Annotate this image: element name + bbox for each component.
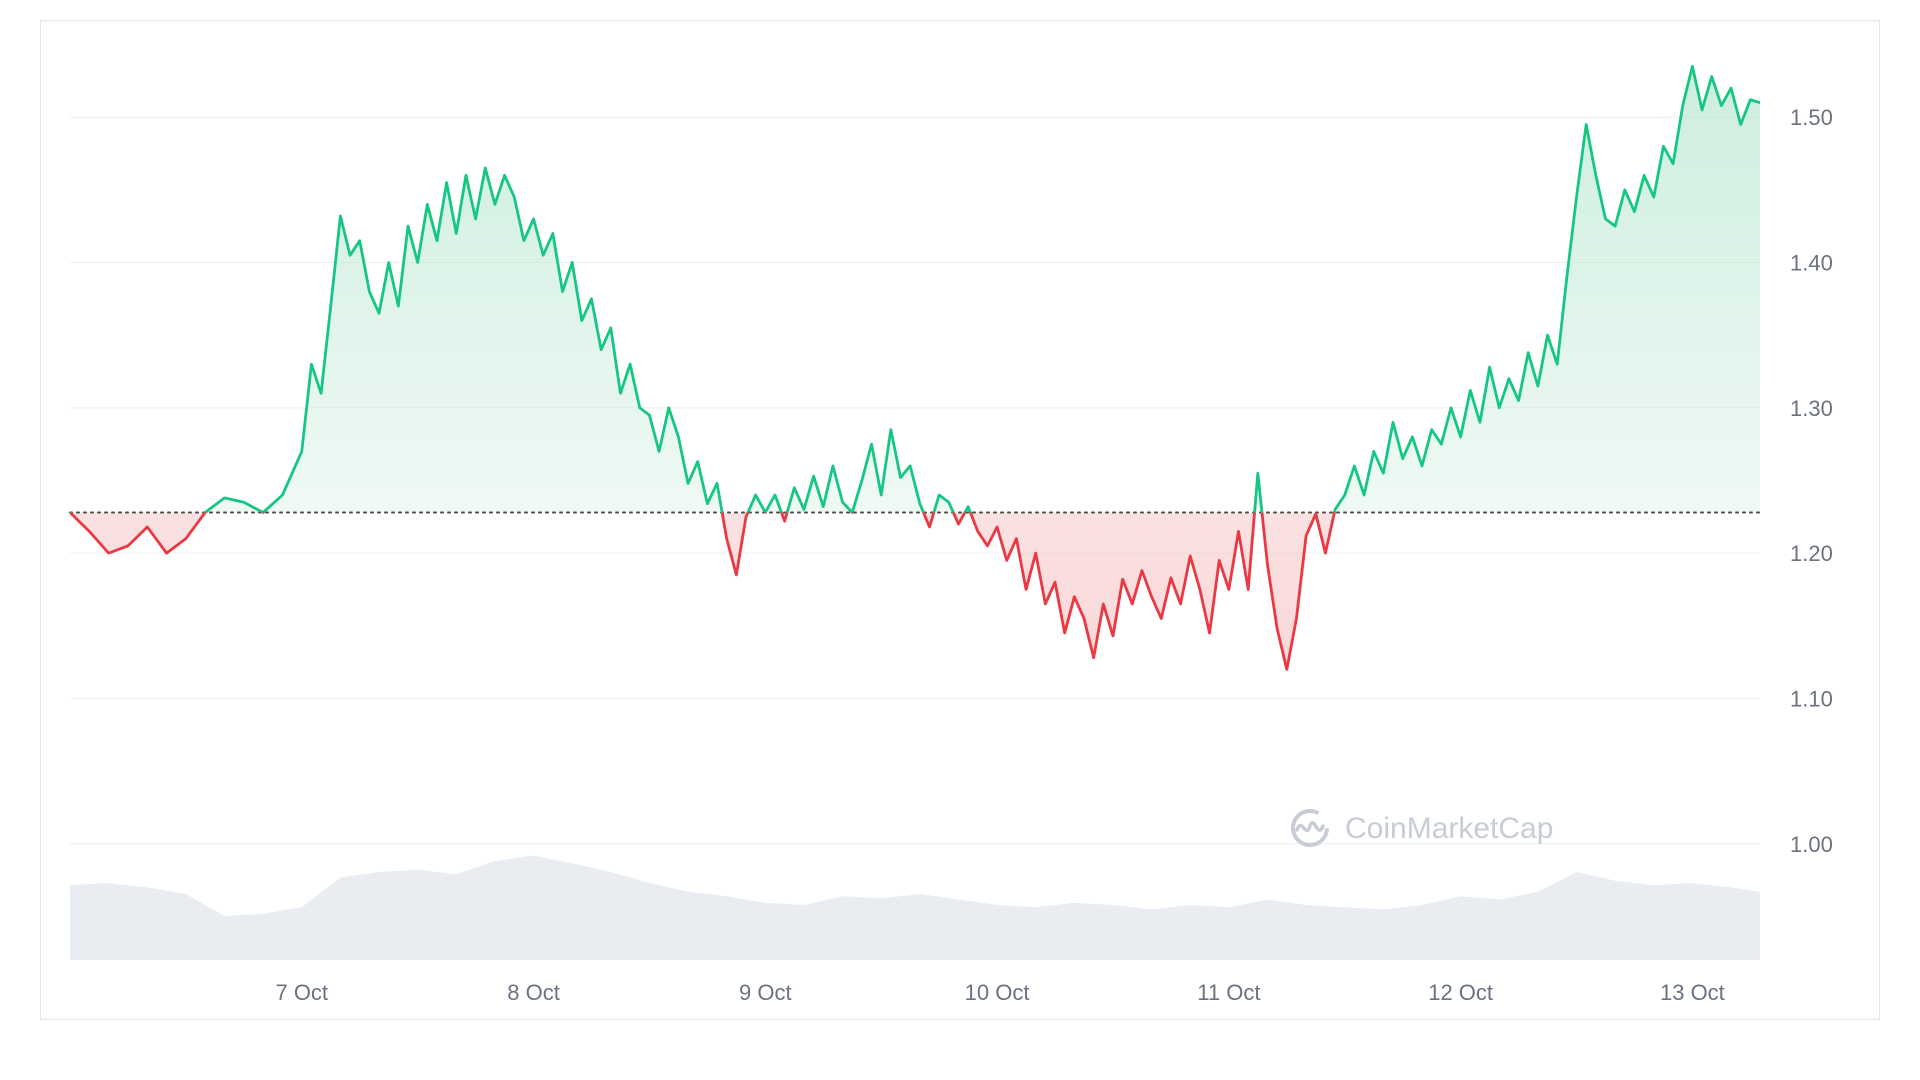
- y-axis-ticks: 1.00 1.10 1.20 1.30 1.40 1.50: [1790, 105, 1833, 857]
- svg-text:1.50: 1.50: [1790, 105, 1833, 130]
- svg-text:7 Oct: 7 Oct: [275, 980, 328, 1005]
- svg-text:1.10: 1.10: [1790, 686, 1833, 711]
- svg-text:8 Oct: 8 Oct: [507, 980, 560, 1005]
- watermark: CoinMarketCap: [1287, 805, 1554, 851]
- svg-text:1.40: 1.40: [1790, 251, 1833, 276]
- x-axis-ticks: 7 Oct 8 Oct 9 Oct 10 Oct 11 Oct 12 Oct 13 Oct: [275, 980, 1724, 1005]
- chart-svg: 1.00 1.10 1.20 1.30 1.40 1.50 7 Oct 8 Oct 9 Oct…: [40, 20, 1880, 1020]
- svg-text:1.00: 1.00: [1790, 832, 1833, 857]
- watermark-text: CoinMarketCap: [1345, 812, 1553, 845]
- svg-text:10 Oct: 10 Oct: [965, 980, 1030, 1005]
- svg-text:12 Oct: 12 Oct: [1428, 980, 1493, 1005]
- volume-area: [70, 856, 1760, 961]
- svg-text:13 Oct: 13 Oct: [1660, 980, 1725, 1005]
- svg-text:1.30: 1.30: [1790, 396, 1833, 421]
- price-line-above: [70, 66, 1760, 669]
- svg-text:11 Oct: 11 Oct: [1197, 980, 1260, 1005]
- price-chart: 1.00 1.10 1.20 1.30 1.40 1.50 7 Oct 8 Oct 9 Oct…: [40, 20, 1880, 1020]
- svg-text:1.20: 1.20: [1790, 541, 1833, 566]
- svg-text:9 Oct: 9 Oct: [739, 980, 792, 1005]
